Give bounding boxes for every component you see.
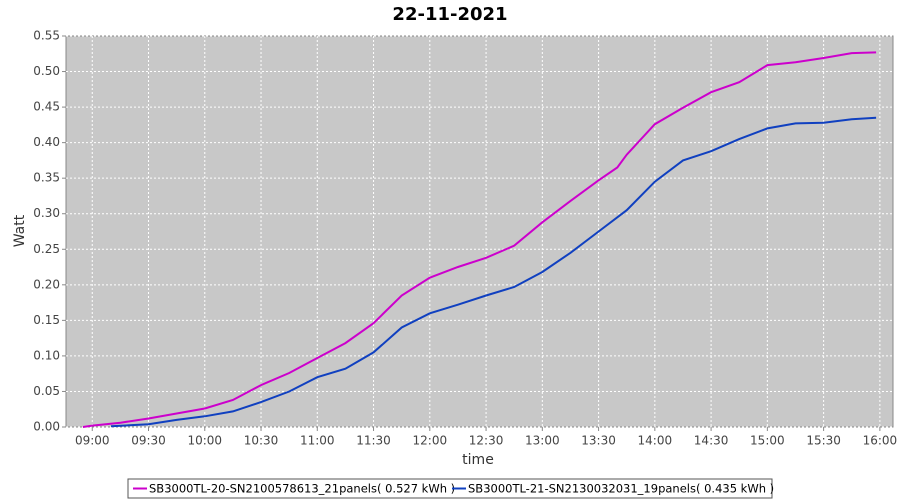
y-tick-label: 0.25 bbox=[33, 242, 60, 256]
series-line bbox=[110, 116, 877, 428]
y-tick-label: 0.55 bbox=[33, 29, 60, 43]
chart-title: 22-11-2021 bbox=[392, 4, 507, 25]
y-tick-label: 0.30 bbox=[33, 206, 60, 220]
x-tick-label: 11:00 bbox=[300, 434, 335, 448]
x-tick-label: 12:00 bbox=[413, 434, 448, 448]
legend-label: SB3000TL-20-SN2100578613_21panels( 0.527… bbox=[149, 482, 455, 496]
x-tick-label: 10:00 bbox=[187, 434, 222, 448]
y-tick-label: 0.45 bbox=[33, 100, 60, 114]
y-tick-label: 0.35 bbox=[33, 171, 60, 185]
x-tick-label: 14:00 bbox=[638, 434, 673, 448]
x-tick-label: 13:30 bbox=[581, 434, 616, 448]
y-tick-label: 0.20 bbox=[33, 277, 60, 291]
x-tick-label: 14:30 bbox=[694, 434, 729, 448]
x-tick-label: 16:00 bbox=[863, 434, 898, 448]
x-tick-label: 10:30 bbox=[244, 434, 279, 448]
x-tick-label: 15:30 bbox=[806, 434, 841, 448]
x-tick-label: 09:30 bbox=[131, 434, 166, 448]
y-tick-label: 0.40 bbox=[33, 135, 60, 149]
y-tick-label: 0.10 bbox=[33, 348, 60, 362]
x-tick-label: 15:00 bbox=[750, 434, 785, 448]
y-tick-label: 0.50 bbox=[33, 64, 60, 78]
y-tick-label: 0.15 bbox=[33, 313, 60, 327]
y-axis-label: Watt bbox=[12, 214, 28, 247]
x-tick-label: 12:30 bbox=[469, 434, 504, 448]
x-tick-label: 13:00 bbox=[525, 434, 560, 448]
series-line bbox=[82, 51, 877, 428]
y-tick-label: 0.00 bbox=[33, 420, 60, 434]
legend bbox=[127, 478, 773, 499]
x-tick-label: 11:30 bbox=[356, 434, 391, 448]
legend-label: SB3000TL-21-SN2130032031_19panels( 0.435… bbox=[468, 482, 774, 496]
x-tick-label: 09:00 bbox=[75, 434, 110, 448]
y-tick-label: 0.05 bbox=[33, 384, 60, 398]
x-axis-label: time bbox=[462, 452, 494, 468]
plot-area bbox=[65, 35, 894, 428]
